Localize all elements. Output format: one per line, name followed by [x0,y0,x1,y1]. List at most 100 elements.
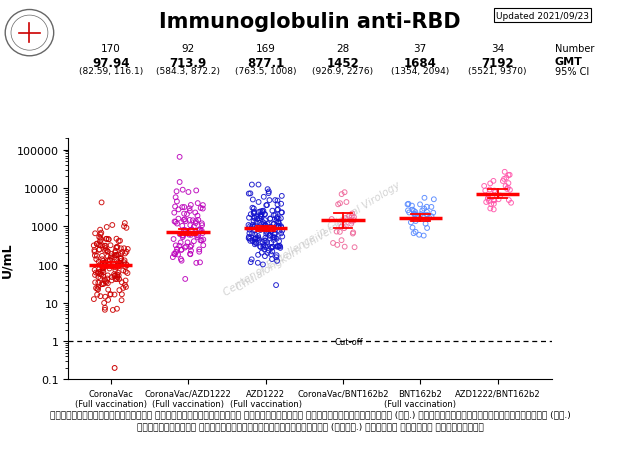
Point [113,272,123,279]
Point [100,262,110,269]
Point [100,304,110,312]
Point [250,241,260,249]
Point [265,197,275,204]
Point [244,234,254,241]
Point [259,207,268,215]
Point [97,242,107,250]
Point [175,239,185,247]
Point [115,258,125,265]
Point [270,197,280,204]
Point [248,196,258,204]
Point [261,223,271,230]
Point [275,244,285,252]
Point [89,248,99,256]
Point [123,270,133,277]
Point [273,216,283,223]
Point [172,220,182,228]
Text: กรมการแพทย์ สถาบันวิจัยระบบสาธารณสุข (สวรส.) บริษัท เอ็มเด เรสโตรงต์: กรมการแพทย์ สถาบันวิจัยระบบสาธารณสุข (สว… [136,421,484,430]
Point [267,244,277,251]
Point [407,206,417,214]
Point [276,223,286,231]
Point [97,265,107,273]
Point [99,264,108,271]
Point [479,183,489,190]
Point [170,242,180,250]
Point [246,211,255,219]
Point [419,206,429,213]
Point [95,270,105,278]
Point [90,267,100,274]
Text: 169: 169 [255,44,275,54]
Point [258,261,268,269]
Point [247,230,257,238]
Point [328,240,338,247]
Point [272,236,281,243]
Point [332,242,342,249]
Point [177,257,187,265]
Point [485,180,495,188]
Point [110,276,120,283]
Point [249,210,259,218]
Point [100,278,110,285]
Point [247,181,257,189]
Point [410,209,420,216]
Point [110,272,120,280]
Point [500,169,510,176]
Point [114,276,124,283]
Point [260,242,270,250]
Point [187,226,197,234]
Point [252,235,262,243]
Point [245,236,255,243]
Point [272,244,281,251]
Point [255,244,265,251]
Point [276,230,286,238]
Point [95,269,105,276]
Point [429,196,439,204]
Point [272,206,282,214]
Point [261,229,271,236]
Point [121,277,131,285]
Point [422,204,432,211]
Point [175,231,185,238]
Point [102,224,112,231]
Text: 37: 37 [414,44,427,54]
Point [407,225,417,232]
Point [189,223,199,231]
Point [420,194,430,202]
Text: (82.59, 116.1): (82.59, 116.1) [79,67,143,76]
Point [260,235,270,242]
Point [100,294,110,301]
Point [277,233,287,241]
Point [193,213,203,220]
Point [94,234,104,241]
Point [277,227,287,235]
Point [260,237,270,244]
Point [180,244,190,252]
Point [272,254,281,262]
Point [498,178,508,185]
Point [112,252,122,259]
Point [256,211,266,219]
Point [178,232,188,240]
Point [197,222,207,229]
Point [169,250,179,258]
Point [102,247,112,255]
Point [121,269,131,276]
Point [249,208,259,216]
Point [403,207,413,214]
Point [197,237,206,244]
Point [110,248,120,255]
Point [107,274,117,281]
Point [185,205,195,213]
Point [97,281,107,288]
Point [332,228,342,236]
Point [274,238,284,245]
Point [192,232,202,239]
Point [265,224,275,232]
Point [110,273,120,280]
Point [192,260,202,267]
Point [500,183,510,190]
Point [489,188,499,195]
Text: (763.5, 1008): (763.5, 1008) [235,67,296,76]
Point [96,262,106,269]
